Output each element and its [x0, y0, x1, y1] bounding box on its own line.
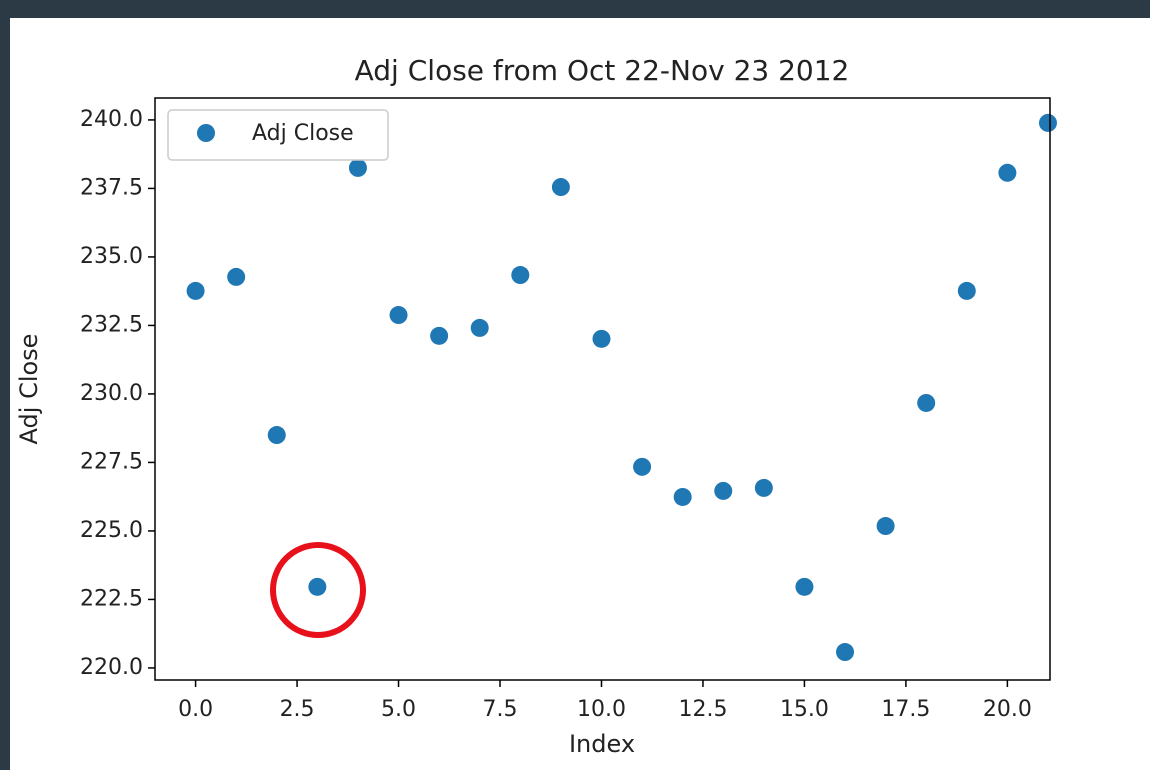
- scatter-point: [511, 266, 530, 285]
- scatter-point: [633, 457, 652, 476]
- y-tick-label: 227.5: [80, 449, 143, 474]
- y-tick-label: 230.0: [80, 381, 143, 406]
- legend-label: Adj Close: [252, 121, 354, 146]
- legend-marker: [197, 124, 215, 142]
- x-axis-label: Index: [569, 730, 635, 758]
- scatter-point: [389, 306, 408, 325]
- x-tick-label: 7.5: [483, 697, 518, 722]
- scatter-point: [957, 281, 976, 300]
- scatter-point: [673, 487, 692, 506]
- scatter-point: [470, 318, 489, 337]
- plot-frame: [154, 97, 1051, 681]
- x-tick-label: 5.0: [381, 697, 416, 722]
- highlight-circle: [270, 542, 366, 638]
- x-tick-label: 12.5: [678, 697, 727, 722]
- legend-box: [167, 109, 389, 161]
- y-tick-label: 222.5: [80, 586, 143, 611]
- scatter-point: [551, 178, 570, 197]
- y-tick-label: 232.5: [80, 312, 143, 337]
- scatter-point: [917, 393, 936, 412]
- y-tick-label: 225.0: [80, 518, 143, 543]
- scatter-point: [836, 643, 855, 662]
- scatter-point: [876, 517, 895, 536]
- scatter-point: [998, 163, 1017, 182]
- scatter-point: [267, 426, 286, 445]
- scatter-point: [186, 281, 205, 300]
- scatter-point: [348, 158, 367, 177]
- scatter-point: [308, 577, 327, 596]
- scatter-point: [795, 577, 814, 596]
- x-tick-label: 17.5: [881, 697, 930, 722]
- scatter-point: [754, 478, 773, 497]
- scatter-point: [430, 326, 449, 345]
- y-tick-label: 235.0: [80, 244, 143, 269]
- x-tick-label: 2.5: [280, 697, 315, 722]
- x-tick-label: 10.0: [577, 697, 626, 722]
- scatter-point: [714, 481, 733, 500]
- y-tick-label: 237.5: [80, 175, 143, 200]
- x-tick-label: 15.0: [780, 697, 829, 722]
- y-tick-label: 240.0: [80, 107, 143, 132]
- y-axis-label: Adj Close: [15, 334, 43, 445]
- y-tick-label: 220.0: [80, 655, 143, 680]
- x-tick-label: 20.0: [983, 697, 1032, 722]
- scatter-point: [592, 329, 611, 348]
- chart-title: Adj Close from Oct 22-Nov 23 2012: [355, 54, 850, 87]
- scatter-point: [227, 267, 246, 286]
- scatter-point: [1038, 113, 1057, 132]
- x-tick-label: 0.0: [178, 697, 213, 722]
